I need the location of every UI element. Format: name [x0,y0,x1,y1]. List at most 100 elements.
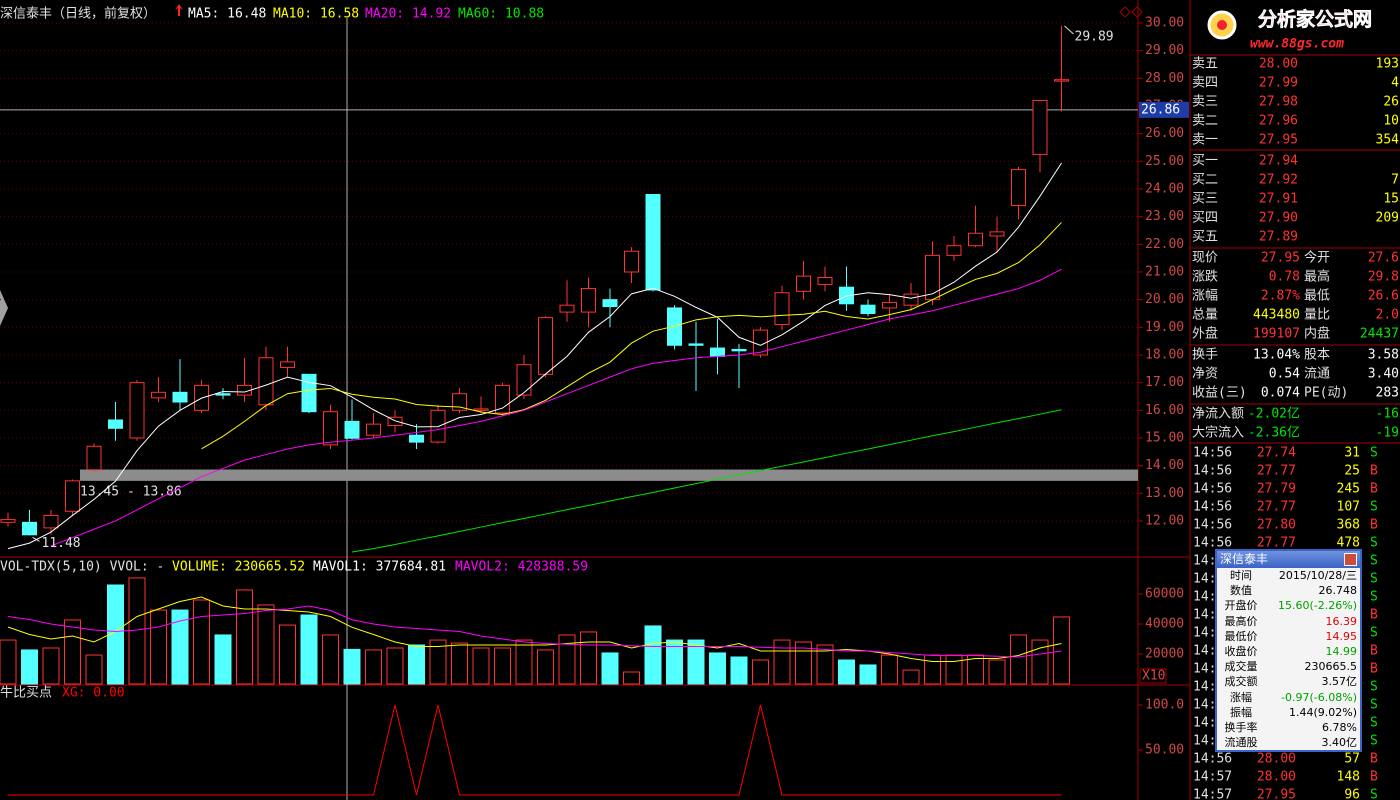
candle-body [839,286,854,305]
candle-body [129,382,145,439]
candle-body [538,317,553,375]
candle-body [215,393,231,396]
popup-close[interactable] [1344,553,1357,566]
popup-key: 流通股 [1224,736,1258,750]
popup-key: 最低价 [1224,629,1258,643]
y-tick-label: 12.00 [1145,513,1184,528]
trade-volume: 96 [1344,788,1360,800]
trade-time: 14:56 [1193,536,1232,551]
candle-body [108,419,123,429]
stat-value: 2.0 [1376,308,1399,323]
volume-bar [171,609,189,685]
icons [1119,6,1143,18]
candle-body [817,277,833,285]
volume-bar [773,639,791,685]
book-label: 买一 [1192,154,1218,169]
trade-price: 28.00 [1257,752,1296,767]
stat-value: 26.6 [1368,289,1399,304]
y-tick-label: 29.00 [1145,43,1184,58]
trade-side: S [1370,698,1378,713]
trade-time: 14:56 [1193,500,1232,515]
book-price: 27.99 [1259,76,1298,91]
trade-time: 14:56 [1193,518,1232,533]
volume-bar [816,644,834,685]
popup-value: 1.44(9.02%) [1288,705,1357,719]
trade-time: 14:57 [1193,788,1232,800]
volume-bar [924,654,941,685]
book-volume: 26 [1383,95,1399,110]
candle-body [860,304,876,314]
stat-value: 3.40 [1368,367,1399,382]
book-volume: 209 [1376,211,1399,226]
info-popup[interactable]: 深信泰丰 时间 2015/10/28/三 数值 26.748 开盘价 15.60(-2.2… [1215,549,1362,752]
volume-bar [1031,639,1049,685]
book-price: 27.94 [1259,154,1298,169]
stat-label: 今开 [1304,250,1330,266]
stat-value: 29.8 [1368,270,1399,285]
logo-url: www.88gs.com [1250,37,1344,52]
trade-volume: 31 [1344,446,1360,461]
book-label: 卖二 [1192,114,1218,129]
trade-volume: 148 [1337,770,1360,785]
popup-title: 深信泰丰 [1220,552,1269,566]
stat-label: 收益(三) [1192,386,1247,401]
popup-key: 收盘价 [1224,644,1258,658]
volume-bar [859,664,877,685]
trade-time: 14:56 [1193,752,1232,767]
y-tick-label: 18.00 [1145,347,1184,362]
volume-bar [881,654,898,685]
volume-bar [537,649,554,685]
candle-body [688,343,704,346]
volume-bar [558,634,576,685]
scale-label: X10 [1142,669,1165,684]
trade-time: 14:56 [1193,464,1232,479]
popup-row: 换手率 6.78% [1217,720,1360,735]
volume-bar [515,639,533,685]
legend-entry: MA60: 10.88 [458,7,544,22]
trade-side: S [1370,590,1378,605]
popup-key: 成交额 [1224,675,1258,689]
stat-value: 0.074 [1261,386,1300,401]
y-tick-label: 15.00 [1145,430,1184,445]
stat-value: 283 [1376,386,1399,401]
popup-value: 2015/10/28/三 [1278,569,1357,582]
y-tick-label: 60000 [1145,587,1184,602]
volume-bar [451,642,468,685]
volume-bar [257,604,275,685]
legend-entry: MA10: 16.58 [273,7,359,22]
trade-side: B [1370,770,1378,785]
candle-body [301,373,317,413]
candle-body [473,408,489,411]
candle-body [903,293,919,306]
book-volume: 354 [1376,133,1400,148]
volume-bar [472,647,490,685]
candle-body [43,514,59,529]
candle-body [731,348,747,352]
book-label: 卖四 [1192,76,1218,91]
stat-value: 199107 [1253,327,1300,342]
candle-body [0,519,16,523]
trade-price: 27.79 [1257,482,1296,497]
y-tick-label: 28.00 [1145,71,1184,86]
y-tick-label: 26.00 [1145,126,1184,141]
book-volume: 10 [1383,114,1399,129]
ma-line [351,409,1062,553]
high-pointer [1064,25,1074,35]
popup-key: 最高价 [1224,614,1258,628]
band-label: 13.45 - 13.86 [80,484,182,499]
popup-row: 最低价 14.95 [1217,629,1360,644]
arrow-icon [175,4,183,16]
ma-line [50,268,1062,547]
candle-body [172,391,188,403]
y-tick-label: 100.0 [1145,698,1184,713]
candle-body [452,393,467,411]
popup-value: 14.99 [1325,644,1358,658]
panel-title: 牛比买点 [0,686,52,701]
candle-body [645,194,661,291]
low-pointer [32,536,40,542]
stat-label: 换手 [1192,348,1218,363]
stat-value: 13.04% [1253,348,1300,363]
y-tick-label: 13.00 [1145,486,1184,501]
popup-key: 振幅 [1230,705,1252,719]
